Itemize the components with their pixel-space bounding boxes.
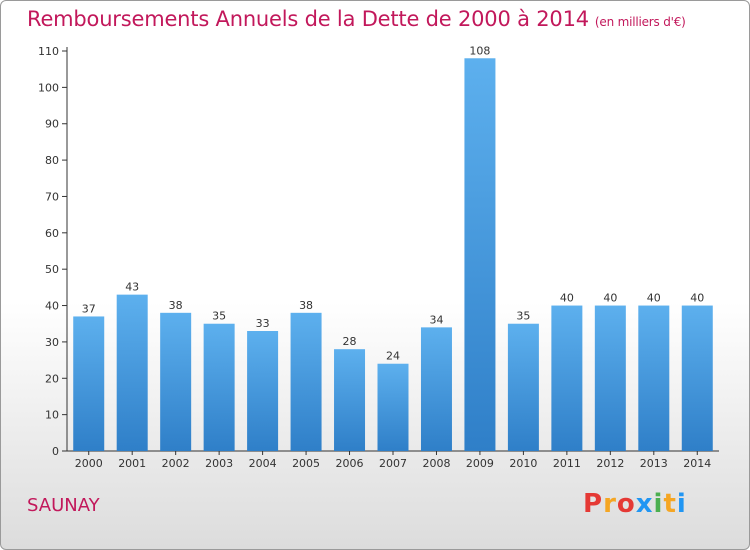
logo-letter: i xyxy=(676,489,687,519)
bar xyxy=(290,312,322,451)
x-tick-label: 2000 xyxy=(75,457,103,470)
proxiti-logo: Proxiti xyxy=(583,489,687,519)
x-tick-label: 2009 xyxy=(466,457,494,470)
x-tick-label: 2008 xyxy=(422,457,450,470)
x-tick-label: 2004 xyxy=(249,457,277,470)
logo-letter: t xyxy=(663,489,677,519)
x-tick-label: 2006 xyxy=(336,457,364,470)
x-tick-label: 2012 xyxy=(596,457,624,470)
y-tick-label: 70 xyxy=(45,190,59,203)
x-tick-label: 2011 xyxy=(553,457,581,470)
logo-letter: P xyxy=(583,489,604,519)
bar-value-label: 40 xyxy=(603,292,617,305)
x-tick-label: 2014 xyxy=(683,457,711,470)
y-tick-label: 60 xyxy=(45,227,59,240)
bar-chart: 0 10 20 30 40 50 60 70 80 90 100 110 2000 2001 2002 200… xyxy=(38,44,719,470)
bar xyxy=(464,58,496,451)
chart-subtitle: (en milliers d'€) xyxy=(594,15,686,29)
bar-value-label: 37 xyxy=(82,302,96,315)
y-tick-label: 0 xyxy=(52,445,59,458)
bar xyxy=(247,331,279,451)
bar xyxy=(116,294,148,451)
x-tick-label: 2003 xyxy=(205,457,233,470)
logo-letter: r xyxy=(603,489,617,519)
bar xyxy=(594,305,626,451)
bar xyxy=(160,312,192,451)
bar-value-label: 35 xyxy=(516,310,530,323)
y-tick-label: 30 xyxy=(45,336,59,349)
chart-title: Remboursements Annuels de la Dette de 20… xyxy=(27,7,686,31)
bar xyxy=(377,363,409,451)
y-tick-label: 110 xyxy=(38,45,59,58)
x-tick-label: 2007 xyxy=(379,457,407,470)
bar-value-label: 28 xyxy=(343,335,357,348)
bar xyxy=(73,316,105,451)
bar xyxy=(681,305,713,451)
x-tick-label: 2001 xyxy=(118,457,146,470)
x-tick-label: 2010 xyxy=(509,457,537,470)
bar-value-label: 34 xyxy=(429,313,443,326)
bar xyxy=(551,305,583,451)
bar-value-label: 43 xyxy=(125,281,139,294)
bar-value-label: 38 xyxy=(299,299,313,312)
logo-letter: i xyxy=(653,489,664,519)
y-tick-label: 90 xyxy=(45,118,59,131)
bar-value-label: 38 xyxy=(169,299,183,312)
bar xyxy=(334,349,366,451)
x-tick-label: 2013 xyxy=(640,457,668,470)
bar-value-label: 40 xyxy=(690,292,704,305)
y-tick-label: 40 xyxy=(45,300,59,313)
y-tick-label: 50 xyxy=(45,263,59,276)
bar-value-label: 24 xyxy=(386,350,400,363)
bar-value-label: 40 xyxy=(560,292,574,305)
bar xyxy=(507,323,539,451)
bar xyxy=(203,323,235,451)
x-tick-label: 2002 xyxy=(162,457,190,470)
bar-value-label: 108 xyxy=(469,44,490,57)
y-tick-label: 10 xyxy=(45,409,59,422)
x-tick-label: 2005 xyxy=(292,457,320,470)
logo-letter: o xyxy=(616,489,636,519)
bar xyxy=(638,305,670,451)
place-name: SAUNAY xyxy=(27,495,100,516)
bar-value-label: 33 xyxy=(256,317,270,330)
bar xyxy=(420,327,452,451)
logo-letter: x xyxy=(635,489,654,519)
y-tick-label: 20 xyxy=(45,372,59,385)
y-tick-label: 80 xyxy=(45,154,59,167)
bar-value-label: 35 xyxy=(212,310,226,323)
bar-value-label: 40 xyxy=(647,292,661,305)
y-tick-label: 100 xyxy=(38,81,59,94)
